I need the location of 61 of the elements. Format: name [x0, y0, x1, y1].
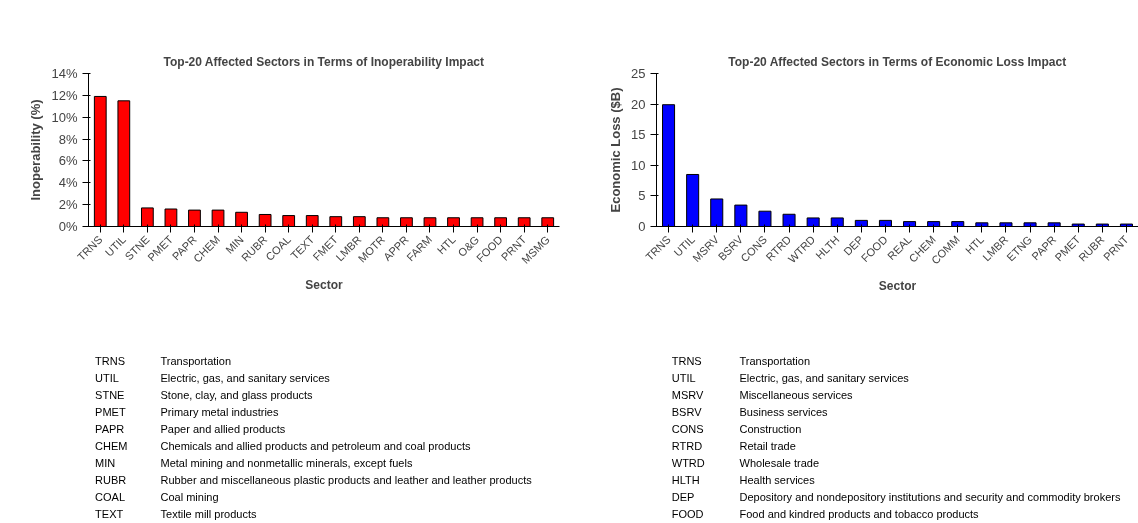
text: UTIL — [671, 371, 696, 384]
text: TRNS — [95, 354, 126, 367]
text: Depository and nondepository institutions and security and commodity brokers — [739, 490, 1121, 503]
x-axis-title: Sector — [878, 278, 917, 293]
y-tick-label: 25 — [631, 66, 646, 81]
text: Electric, gas, and sanitary services — [739, 371, 910, 384]
text: Wholesale trade — [739, 456, 820, 469]
y-tick-label: 15 — [631, 127, 646, 143]
text: FOOD — [671, 507, 704, 520]
y-tick-label: 10 — [631, 157, 646, 173]
text: Primary metal industries — [160, 405, 279, 418]
text: MIN — [95, 456, 116, 469]
text: TRNS — [671, 354, 702, 367]
text: RTRD — [671, 439, 703, 452]
text: Paper and allied products — [160, 422, 286, 435]
y-tick-label: 6% — [58, 153, 78, 169]
text: Chemicals and allied products and petroleum and coal products — [160, 439, 472, 452]
y-tick-label: 2% — [58, 197, 78, 213]
text: HLTH — [671, 473, 700, 486]
text: RUBR — [95, 473, 127, 486]
y-tick-label: 12% — [51, 87, 78, 103]
chart-title: Top-20 Affected Sectors in Terms of Economic Loss Impact — [728, 54, 1067, 69]
text: CONS — [671, 422, 704, 435]
text: Metal mining and nonmetallic minerals, except fuels — [160, 456, 413, 469]
text: Electric, gas, and sanitary services — [160, 371, 331, 384]
y-tick-label: 5 — [638, 188, 646, 204]
y-axis-title: Economic Loss ($B) — [608, 87, 624, 213]
text: Coal mining — [160, 490, 219, 503]
text: Retail trade — [739, 439, 796, 452]
y-tick-label: 0 — [638, 219, 646, 234]
text: Miscellaneous services — [739, 388, 854, 401]
text: Textile mill products — [160, 507, 257, 520]
text: CHEM — [95, 439, 128, 452]
x-axis-title: Sector — [305, 278, 343, 293]
text: Rubber and miscellaneous plastic products and leather and leather products — [160, 473, 533, 486]
text: MSRV — [671, 388, 704, 401]
text: UTIL — [95, 371, 119, 384]
text: Construction — [739, 422, 802, 435]
text: Business services — [739, 405, 829, 418]
text: WTRD — [671, 456, 705, 469]
text: Transportation — [739, 354, 811, 367]
text: BSRV — [671, 405, 703, 418]
y-tick-label: 8% — [58, 131, 78, 147]
y-tick-label: 14% — [51, 66, 78, 81]
y-tick-label: 20 — [631, 96, 646, 112]
text: Stone, clay, and glass products — [160, 388, 314, 401]
y-axis-title: Inoperability (%) — [28, 99, 44, 201]
text: STNE — [95, 388, 125, 401]
text: DEP — [671, 490, 695, 503]
y-tick-label: 0% — [58, 219, 78, 234]
x-tick-label: HTL — [434, 233, 458, 257]
chart-title: Top-20 Affected Sectors in Terms of Inoperability Impact — [163, 54, 485, 69]
text: Food and kindred products and tobacco products — [739, 507, 980, 520]
text: PAPR — [95, 422, 125, 435]
text: COAL — [95, 490, 126, 503]
y-tick-label: 10% — [51, 109, 78, 125]
text: Transportation — [160, 354, 232, 367]
text: Health services — [739, 473, 816, 486]
text: PMET — [95, 405, 126, 418]
text: TEXT — [95, 507, 124, 520]
y-tick-label: 4% — [58, 175, 78, 191]
